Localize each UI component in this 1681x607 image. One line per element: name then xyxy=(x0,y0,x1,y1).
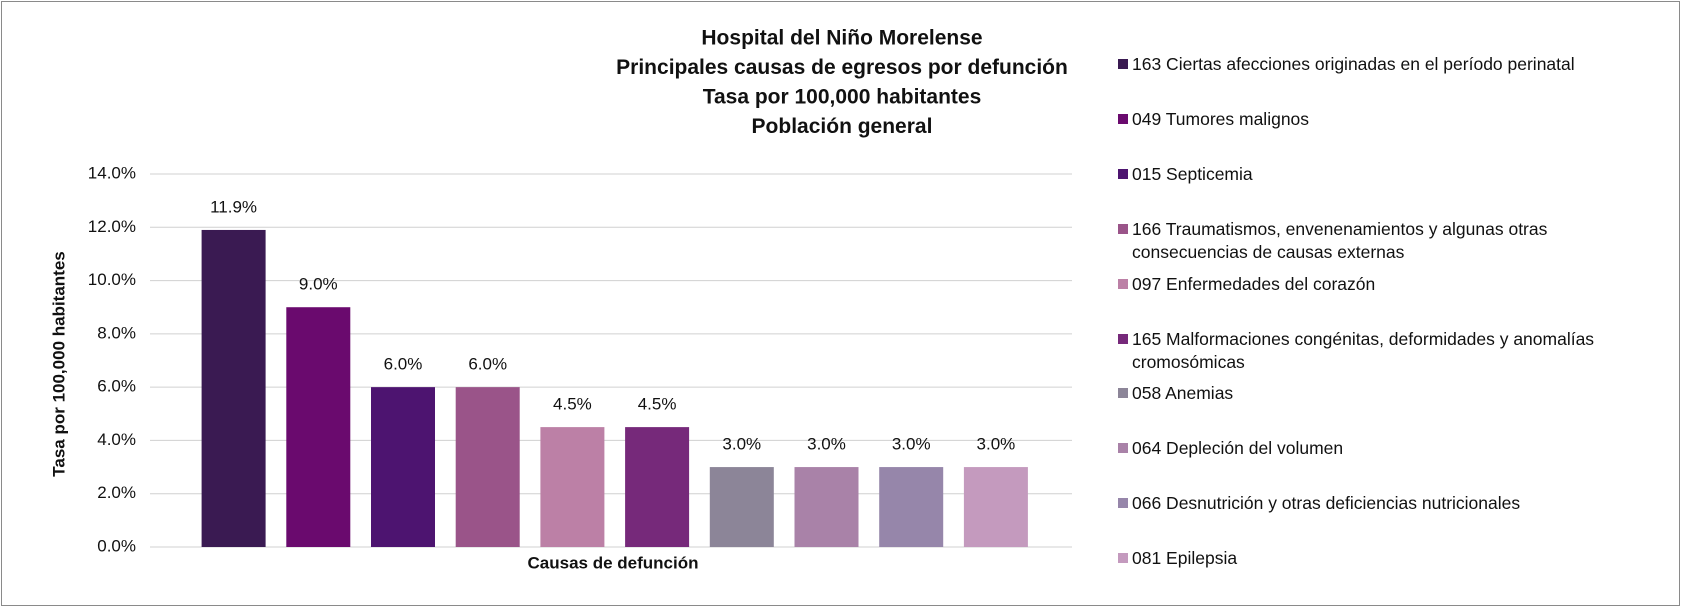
legend-label: 049 Tumores malignos xyxy=(1132,108,1310,129)
legend-swatch xyxy=(1118,223,1128,234)
bar xyxy=(625,427,690,547)
bar xyxy=(371,387,435,547)
legend-label: 058 Anemias xyxy=(1132,383,1234,404)
data-label: 4.5% xyxy=(638,395,677,414)
y-tick-label: 0.0% xyxy=(97,536,136,555)
chart-title: Principales causas de egresos por defunc… xyxy=(616,56,1068,79)
chart-title: Población general xyxy=(752,115,933,138)
bar xyxy=(286,307,351,547)
legend-label: 081 Epilepsia xyxy=(1132,548,1238,569)
legend-item: 049 Tumores malignos xyxy=(1118,108,1658,131)
legend-swatch xyxy=(1118,113,1128,124)
y-tick-label: 10.0% xyxy=(88,270,136,289)
legend-item: 163 Ciertas afecciones originadas en el … xyxy=(1118,53,1658,76)
y-tick-label: 6.0% xyxy=(97,377,136,396)
bar xyxy=(455,387,520,547)
legend-label: 097 Enfermedades del corazón xyxy=(1132,273,1376,294)
legend-item: 066 Desnutrición y otras deficiencias nu… xyxy=(1118,492,1658,515)
y-axis-title: Tasa por 100,000 habitantes xyxy=(49,251,68,477)
y-tick-label: 2.0% xyxy=(97,483,136,502)
legend-swatch xyxy=(1118,443,1128,454)
bar xyxy=(540,427,605,547)
data-label: 3.0% xyxy=(722,435,761,454)
legend-item: 058 Anemias xyxy=(1118,382,1658,405)
legend-swatch xyxy=(1118,168,1128,179)
legend-label: 066 Desnutrición y otras deficiencias nu… xyxy=(1132,493,1521,514)
legend-label: 166 Traumatismos, envenenamientos y algu… xyxy=(1132,218,1548,262)
data-label: 3.0% xyxy=(977,435,1016,454)
legend-swatch xyxy=(1118,498,1128,509)
legend-swatch xyxy=(1118,333,1128,344)
legend-item: 166 Traumatismos, envenenamientos y algu… xyxy=(1118,218,1658,264)
legend-item: 064 Depleción del volumen xyxy=(1118,437,1658,460)
legend-label: 165 Malformaciones congénitas, deformida… xyxy=(1132,328,1595,372)
bar xyxy=(709,467,774,547)
data-label: 4.5% xyxy=(553,395,592,414)
bar xyxy=(879,467,944,547)
legend-item: 081 Epilepsia xyxy=(1118,547,1658,570)
x-axis-title: Causas de defunción xyxy=(528,553,699,572)
y-tick-label: 4.0% xyxy=(97,430,136,449)
data-label: 6.0% xyxy=(384,355,423,374)
legend-swatch xyxy=(1118,388,1128,399)
legend-item: 015 Septicemia xyxy=(1118,163,1658,186)
bar xyxy=(963,467,1028,547)
y-tick-label: 12.0% xyxy=(88,217,136,236)
bar xyxy=(794,467,859,547)
bar xyxy=(201,229,266,547)
data-label: 6.0% xyxy=(468,355,507,374)
legend-swatch xyxy=(1118,553,1128,564)
legend-swatch xyxy=(1118,278,1128,289)
legend-label: 015 Septicemia xyxy=(1132,163,1253,184)
legend-label: 163 Ciertas afecciones originadas en el … xyxy=(1132,54,1575,74)
y-tick-label: 8.0% xyxy=(97,323,136,342)
data-label: 3.0% xyxy=(892,435,931,454)
chart-title: Hospital del Niño Morelense xyxy=(701,27,982,50)
chart-title: Tasa por 100,000 habitantes xyxy=(703,86,982,109)
legend-item: 165 Malformaciones congénitas, deformida… xyxy=(1118,328,1658,374)
data-label: 11.9% xyxy=(210,197,257,216)
legend-item: 097 Enfermedades del corazón xyxy=(1118,273,1658,296)
data-label: 9.0% xyxy=(299,275,338,294)
legend-label: 064 Depleción del volumen xyxy=(1132,438,1344,459)
legend-swatch xyxy=(1118,59,1128,69)
y-tick-label: 14.0% xyxy=(88,163,136,182)
data-label: 3.0% xyxy=(807,435,846,454)
